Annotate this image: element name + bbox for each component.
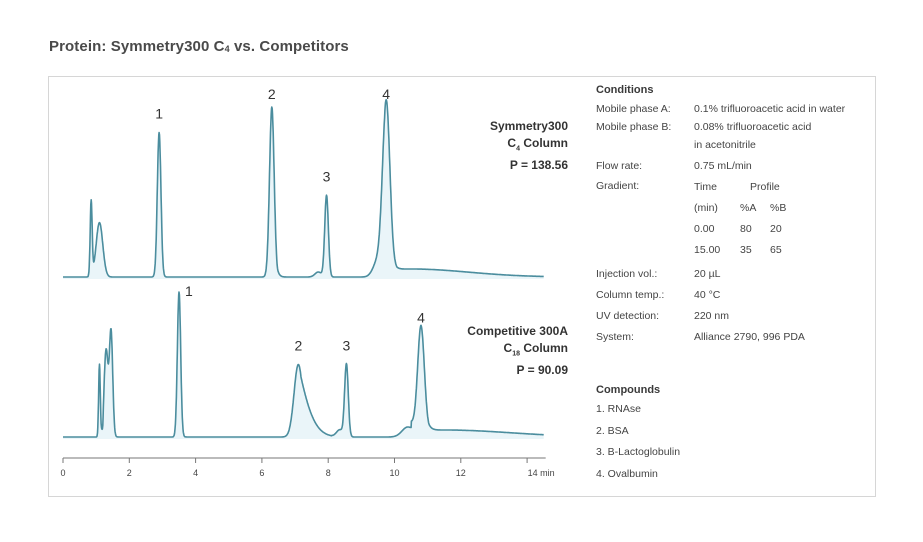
gradient-cell: 65 (770, 244, 782, 256)
condition-key: Flow rate: (596, 160, 643, 172)
x-tick-label: 8 (326, 468, 331, 478)
condition-key: Mobile phase B: (596, 121, 672, 133)
peak-label: 3 (343, 338, 351, 354)
peak-label: 4 (417, 310, 425, 326)
trace-fill (63, 99, 544, 279)
x-tick-label: 0 (60, 468, 65, 478)
condition-row: Mobile phase B: 0.08% trifluoroacetic aci… (596, 118, 845, 154)
conditions-panel: Conditions Mobile phase A: 0.1% trifluoro… (596, 84, 845, 348)
peak-label: 1 (185, 283, 193, 299)
condition-row: Column temp.: 40 °C (596, 285, 845, 306)
series-label-competitive: Competitive 300A C18 Column P = 90.09 (420, 323, 568, 379)
condition-key: Column temp.: (596, 289, 665, 301)
title-subscript: 4 (224, 44, 230, 54)
condition-value: 0.75 mL/min (694, 160, 752, 172)
gradient-header: Time (694, 181, 717, 193)
chart-panel (48, 76, 876, 497)
condition-key: Injection vol.: (596, 268, 658, 280)
x-tick-label: 4 (193, 468, 198, 478)
peak-label: 1 (155, 106, 163, 122)
condition-value: Alliance 2790, 996 PDA (694, 331, 805, 343)
condition-row: Injection vol.: 20 µL (596, 264, 845, 285)
x-axis: 0 2 4 6 8 10 12 14 min (60, 457, 555, 478)
condition-value: 220 nm (694, 310, 730, 322)
column-phase: C4 Column (440, 135, 568, 157)
phase-prefix: C (507, 136, 517, 150)
phase-prefix: C (503, 341, 513, 355)
value-line1: 0.08% trifluoroacetic acid (694, 121, 812, 133)
title-text: Protein: Symmetry300 C (49, 38, 225, 55)
phase-suffix: Column (520, 341, 568, 355)
compound-item: 4. Ovalbumin (596, 467, 658, 480)
peak-label: 4 (382, 86, 390, 102)
gradient-table: Time Profile (min) %A %B 0.00 80 20 15.0… (694, 177, 800, 261)
peak-label: 2 (295, 338, 303, 354)
compounds-header: Compounds (596, 384, 661, 396)
condition-value: 20 µL (694, 268, 721, 280)
gradient-cell: 15.00 (694, 244, 721, 256)
gradient-subheader: %B (770, 202, 787, 214)
column-name: Symmetry300 (489, 119, 568, 133)
gradient-cell: 35 (740, 244, 752, 256)
gradient-cell: 80 (740, 223, 752, 235)
compounds-list: Compounds 1. RNAse 2. BSA 3. B-Lactoglob… (596, 384, 680, 485)
compound-item: 3. B-Lactoglobulin (596, 446, 681, 458)
column-phase: C18 Column (420, 340, 568, 362)
x-tick-label: 12 (456, 468, 466, 478)
gradient-cell: 20 (770, 223, 782, 235)
condition-value: 40 °C (694, 289, 721, 301)
condition-key: UV detection: (596, 310, 660, 322)
condition-value: 0.08% trifluoroacetic acid in acetonitril… (694, 118, 845, 154)
compound-item: 1. RNAse (596, 403, 641, 415)
trace-fill (63, 292, 544, 439)
title-suffix: vs. Competitors (229, 38, 349, 55)
gradient-cell: 0.00 (694, 223, 715, 235)
series-label-symmetry: Symmetry300 C4 Column P = 138.56 (440, 118, 568, 174)
traces (62, 98, 545, 439)
chart-title: Protein: Symmetry300 C4 vs. Competitors (49, 38, 349, 55)
condition-row: System: Alliance 2790, 996 PDA (596, 327, 845, 348)
condition-row: UV detection: 220 nm (596, 306, 845, 327)
gradient-subheader: %A (740, 202, 757, 214)
conditions-header: Conditions (596, 84, 654, 96)
gradient-row: Gradient: Time Profile (min) %A %B 0.00 … (596, 177, 845, 261)
condition-key: Mobile phase A: (596, 103, 671, 115)
p-value: P = 90.09 (516, 363, 569, 378)
value-line2: in acetonitrile (694, 139, 756, 151)
p-value: P = 138.56 (509, 158, 568, 173)
condition-row: Mobile phase A: 0.1% trifluoroacetic acid… (596, 100, 845, 118)
condition-key: Gradient: (596, 180, 640, 192)
peak-label: 2 (268, 86, 276, 102)
x-tick-label: 6 (259, 468, 264, 478)
chromatogram-trace (62, 291, 545, 438)
condition-row: Flow rate: 0.75 mL/min (596, 157, 845, 175)
gradient-subheader: (min) (694, 202, 718, 214)
peak-labels: 1 2 3 4 1 2 3 4 (155, 86, 425, 354)
gradient-header: Profile (750, 181, 780, 193)
x-tick-label: 14 min (528, 468, 555, 478)
chromatogram-trace (62, 98, 545, 278)
phase-sub: 4 (516, 145, 520, 153)
condition-value: 0.1% trifluoroacetic acid in water (694, 103, 846, 115)
condition-key: System: (596, 331, 634, 343)
phase-sub: 18 (512, 350, 520, 358)
x-tick-label: 10 (389, 468, 399, 478)
x-tick-label: 2 (127, 468, 132, 478)
peak-label: 3 (323, 168, 331, 184)
phase-suffix: Column (520, 136, 568, 150)
compound-item: 2. BSA (596, 424, 629, 437)
column-name: Competitive 300A (467, 324, 568, 338)
